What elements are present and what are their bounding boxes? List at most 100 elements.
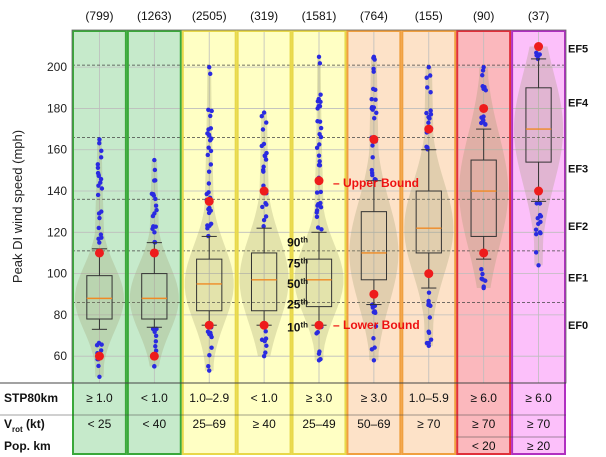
point bbox=[206, 206, 211, 212]
group-border-1 bbox=[72, 30, 127, 455]
cell-vrot-6: 50–69 bbox=[357, 417, 391, 431]
lower-bound-label: – Lower Bound bbox=[333, 318, 420, 332]
point bbox=[209, 108, 214, 114]
point bbox=[97, 141, 102, 146]
point bbox=[260, 127, 266, 132]
box-6 bbox=[360, 211, 388, 281]
cell-stp-4: < 1.0 bbox=[251, 391, 278, 405]
point bbox=[479, 276, 484, 281]
row-label-stp: STP80km bbox=[4, 391, 58, 405]
point bbox=[153, 344, 158, 349]
point bbox=[370, 172, 375, 178]
point bbox=[428, 108, 433, 113]
point bbox=[533, 227, 539, 232]
point bbox=[318, 99, 323, 105]
point bbox=[209, 345, 214, 350]
count-label-3: (2505) bbox=[192, 9, 227, 23]
cell-stp-1: ≥ 1.0 bbox=[86, 391, 113, 405]
point bbox=[480, 118, 486, 124]
row-label-vrot-unit: (kt) bbox=[23, 417, 45, 431]
upper-bound-marker-2 bbox=[149, 248, 159, 258]
point bbox=[95, 165, 101, 170]
point bbox=[99, 186, 105, 191]
upper-bound-marker-9 bbox=[534, 42, 544, 52]
point-min bbox=[536, 263, 541, 268]
ef-label-ef5: EF5 bbox=[568, 44, 588, 56]
point-max bbox=[371, 54, 377, 60]
point-min bbox=[371, 358, 377, 363]
lower-bound-marker-9 bbox=[534, 186, 544, 196]
point bbox=[317, 163, 323, 168]
point bbox=[96, 236, 101, 242]
ytick-label-80: 80 bbox=[54, 308, 68, 322]
point-min bbox=[97, 374, 102, 380]
point bbox=[424, 75, 429, 80]
count-label-9: (37) bbox=[528, 9, 549, 23]
point bbox=[374, 110, 379, 115]
point bbox=[98, 348, 104, 353]
point bbox=[206, 210, 212, 216]
point bbox=[206, 127, 211, 132]
point bbox=[318, 125, 324, 131]
point bbox=[206, 181, 212, 186]
point bbox=[370, 143, 375, 148]
point bbox=[537, 212, 543, 218]
point bbox=[373, 324, 379, 329]
point bbox=[535, 216, 540, 221]
point bbox=[318, 92, 323, 97]
cell-stp-9: ≥ 6.0 bbox=[525, 391, 552, 405]
cell-vrot-9: ≥ 70 bbox=[527, 417, 551, 431]
point-min bbox=[481, 285, 486, 291]
point bbox=[95, 170, 101, 176]
point-max bbox=[207, 64, 212, 70]
point bbox=[151, 193, 157, 198]
point bbox=[96, 225, 101, 231]
upper-bound-marker-3 bbox=[204, 196, 214, 206]
count-label-1: (799) bbox=[85, 9, 113, 23]
point bbox=[425, 85, 430, 90]
ytick-label-120: 120 bbox=[47, 225, 67, 239]
cell-vrot-4: ≥ 40 bbox=[252, 417, 276, 431]
point bbox=[153, 333, 159, 339]
point bbox=[319, 227, 324, 232]
point bbox=[263, 214, 269, 219]
point bbox=[206, 145, 211, 150]
point bbox=[207, 331, 212, 337]
lower-bound-marker-7 bbox=[424, 269, 434, 279]
box-8 bbox=[470, 159, 497, 237]
point bbox=[97, 215, 102, 221]
point bbox=[314, 145, 320, 150]
count-label-2: (1263) bbox=[137, 9, 172, 23]
point bbox=[263, 157, 269, 162]
point bbox=[153, 224, 158, 229]
point bbox=[427, 73, 433, 78]
point bbox=[424, 110, 429, 116]
group-border-9 bbox=[511, 30, 566, 455]
box-3 bbox=[196, 258, 223, 312]
cell-vrot-8: ≥ 70 bbox=[472, 417, 496, 431]
row-label-vrot-main: V bbox=[4, 417, 12, 431]
percentile-label-25: 25th bbox=[287, 298, 308, 312]
point-max bbox=[481, 64, 486, 70]
cell-vrot-1: < 25 bbox=[88, 417, 112, 431]
point bbox=[153, 178, 158, 183]
row-label-pop: Pop. km bbox=[4, 439, 51, 453]
percentile-suffix: th bbox=[300, 320, 308, 329]
row-label-vrot: Vrot (kt) bbox=[4, 417, 45, 434]
point bbox=[317, 142, 322, 147]
point bbox=[208, 221, 214, 226]
point bbox=[370, 155, 375, 160]
point bbox=[318, 200, 323, 206]
point bbox=[263, 329, 268, 334]
point bbox=[426, 302, 431, 308]
count-label-5: (1581) bbox=[302, 9, 337, 23]
box-1 bbox=[86, 275, 113, 320]
point bbox=[152, 211, 157, 216]
point bbox=[264, 343, 269, 348]
point bbox=[314, 214, 320, 220]
box-7 bbox=[415, 190, 442, 254]
point bbox=[154, 207, 159, 213]
percentile-suffix: th bbox=[300, 277, 308, 286]
point bbox=[206, 169, 212, 174]
